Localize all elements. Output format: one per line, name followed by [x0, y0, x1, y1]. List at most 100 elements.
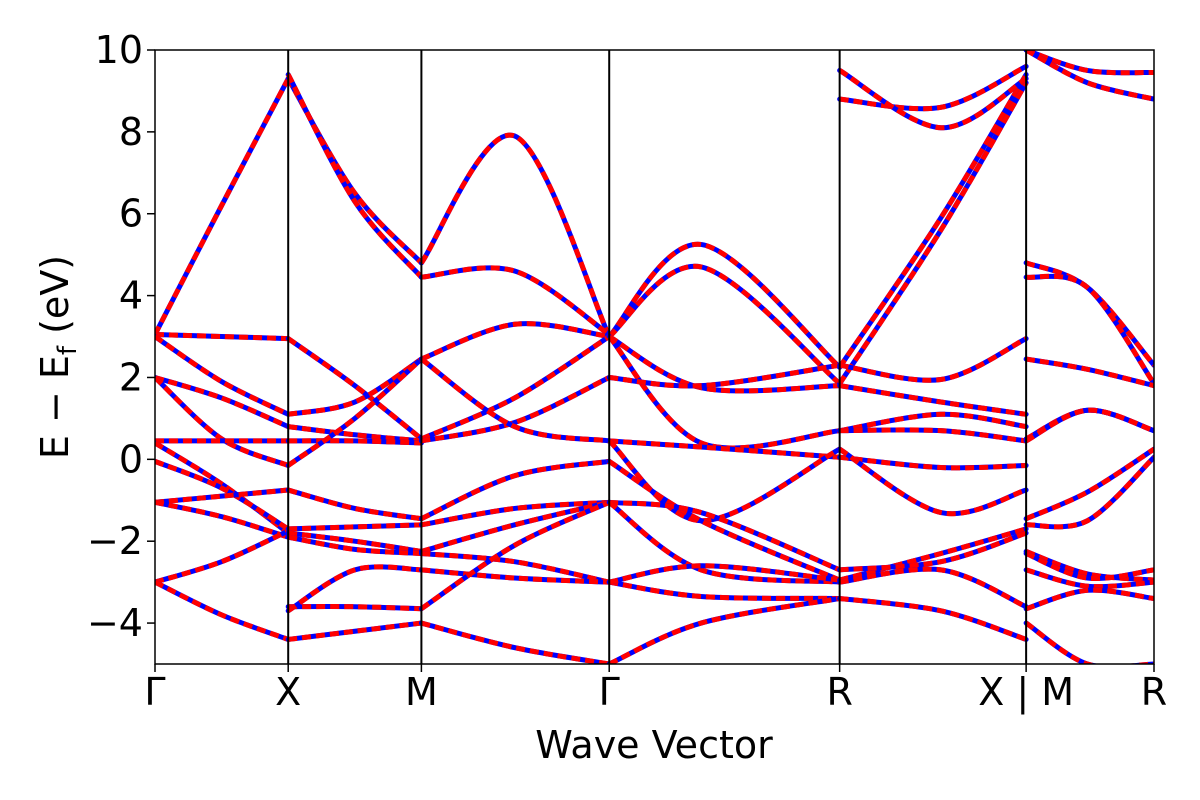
band-2-red-line	[155, 334, 290, 417]
band-58-red-line	[839, 454, 1027, 471]
band-68	[1023, 356, 1154, 389]
band-70	[1023, 407, 1154, 444]
band-20	[285, 522, 424, 532]
band-77-blue-line	[1023, 620, 1154, 664]
kpoint-lines	[287, 50, 1028, 664]
band-62-red-line	[839, 566, 1028, 609]
y-axis-title-main: E − E	[33, 355, 77, 459]
band-12-blue-line	[285, 76, 424, 266]
band-31	[418, 356, 612, 444]
band-73-red-line	[1025, 549, 1154, 583]
band-58	[837, 454, 1029, 471]
band-1	[155, 331, 291, 342]
band-44-red-line	[609, 438, 840, 460]
band-72	[1023, 454, 1154, 530]
band-79	[1023, 50, 1154, 102]
band-3	[155, 374, 291, 430]
band-28	[418, 321, 612, 362]
band-73	[1023, 548, 1154, 583]
y-tick-label-5: 0	[119, 437, 143, 481]
band-10-red-line	[155, 528, 290, 585]
band-32	[418, 458, 612, 522]
band-21	[285, 530, 424, 554]
band-36	[418, 567, 612, 585]
band-63-blue-line	[837, 596, 1029, 642]
band-63-red-line	[839, 596, 1027, 642]
band-10	[155, 528, 291, 585]
band-67-red-line	[1025, 273, 1154, 386]
band-29	[418, 334, 612, 442]
band-18-red-line	[286, 357, 424, 468]
band-0	[155, 76, 291, 337]
band-42	[606, 334, 843, 451]
x-tick-label-2: M	[405, 670, 438, 714]
band-53-red-line	[837, 81, 1029, 385]
band-18	[285, 356, 424, 468]
band-63	[837, 596, 1029, 642]
y-axis-title-subscript: f	[53, 345, 83, 355]
band-61-red-line	[839, 530, 1027, 573]
band-39	[606, 241, 843, 370]
band-75-red-line	[1025, 567, 1154, 590]
band-31-red-line	[419, 357, 610, 444]
band-48	[606, 499, 843, 585]
band-48-red-line	[607, 500, 840, 585]
band-9-red-line	[155, 499, 289, 540]
band-29-red-line	[420, 334, 611, 442]
band-47-red-line	[608, 499, 841, 573]
band-35-red-line	[421, 550, 610, 585]
y-tick-label-4: 2	[119, 355, 143, 399]
y-tick-label-2: 6	[119, 192, 143, 236]
band-72-red-line	[1025, 455, 1154, 530]
y-tick-label-3: 4	[119, 274, 143, 318]
band-8-red-line	[155, 487, 289, 505]
band-53	[837, 80, 1029, 387]
band-67	[1023, 273, 1154, 387]
band-30-blue-line	[418, 374, 612, 444]
band-7	[155, 458, 291, 532]
band-12-red-line	[286, 77, 424, 265]
band-65-red-line	[838, 68, 1028, 131]
x-axis-ticks: Γ X M Γ R X | M R	[144, 664, 1167, 715]
band-64	[837, 63, 1029, 112]
band-33-red-line	[420, 499, 610, 528]
band-68-red-line	[1025, 356, 1154, 389]
band-34	[418, 499, 612, 554]
band-79-red-line	[1024, 50, 1154, 102]
band-30	[418, 374, 612, 444]
y-axis-title: E − Ef (eV)	[33, 255, 83, 459]
band-35	[418, 550, 612, 585]
band-77	[1023, 620, 1154, 664]
band-52-blue-line	[837, 72, 1029, 370]
band-27	[418, 265, 612, 337]
band-12	[285, 76, 424, 266]
band-22	[285, 534, 424, 556]
band-49	[606, 579, 843, 602]
band-24-red-line	[286, 564, 422, 613]
band-17	[285, 438, 424, 446]
band-61	[837, 530, 1029, 573]
band-65	[837, 67, 1029, 131]
band-60	[837, 526, 1029, 583]
band-14	[285, 336, 424, 442]
band-11-red-line	[155, 579, 290, 642]
band-33	[418, 499, 612, 528]
band-45-red-line	[607, 439, 841, 524]
band-56	[837, 411, 1029, 434]
band-22-red-line	[287, 534, 422, 556]
band-57	[837, 427, 1029, 444]
band-77-red-line	[1024, 620, 1154, 664]
band-51	[606, 596, 843, 664]
band-36-red-line	[421, 567, 610, 585]
y-tick-label-0: 10	[95, 28, 143, 72]
band-70-red-line	[1024, 407, 1154, 444]
band-25	[285, 620, 424, 642]
band-24	[285, 564, 424, 614]
x-tick-label-3: Γ	[599, 670, 620, 714]
band-21-red-line	[287, 530, 422, 554]
band-26	[418, 132, 612, 340]
band-38-red-line	[420, 620, 610, 664]
band-64-red-line	[839, 64, 1028, 112]
y-tick-label-7: −4	[87, 601, 143, 645]
band-27-red-line	[421, 265, 611, 337]
